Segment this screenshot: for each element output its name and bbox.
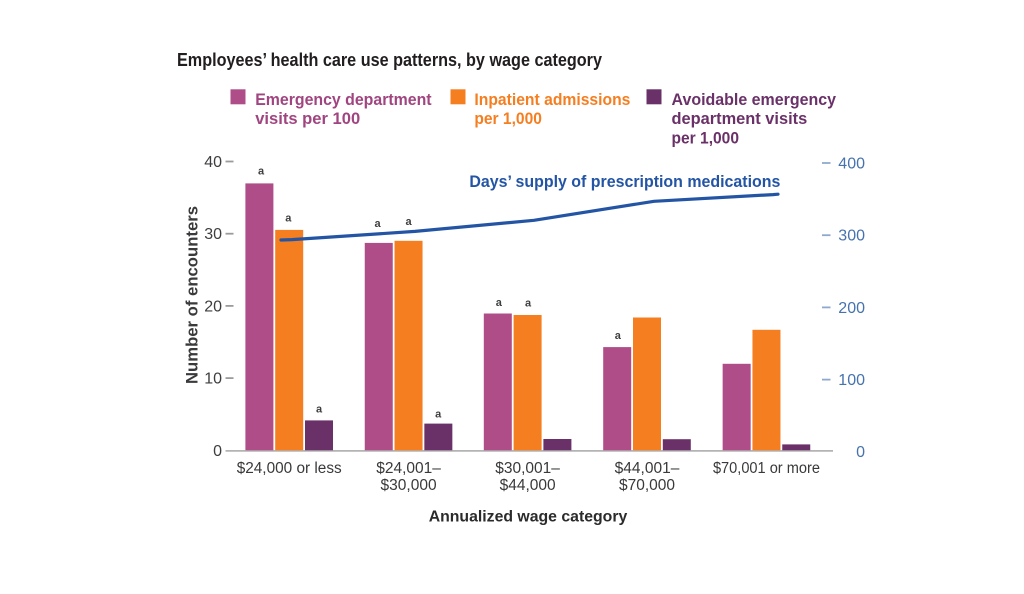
svg-text:20: 20 xyxy=(204,298,222,315)
svg-text:per 1,000: per 1,000 xyxy=(474,109,542,128)
svg-text:a: a xyxy=(316,404,323,416)
svg-text:30: 30 xyxy=(204,226,222,243)
svg-text:$70,000: $70,000 xyxy=(619,477,675,494)
svg-text:Number of encounters: Number of encounters xyxy=(183,206,202,384)
svg-text:Employees’ health care use pat: Employees’ health care use patterns, by … xyxy=(177,50,602,70)
svg-text:40: 40 xyxy=(204,154,222,171)
svg-text:a: a xyxy=(285,212,292,224)
svg-text:a: a xyxy=(615,330,622,342)
svg-text:visits per 100: visits per 100 xyxy=(255,109,360,128)
svg-text:a: a xyxy=(496,297,503,309)
svg-text:Inpatient admissions: Inpatient admissions xyxy=(474,90,630,109)
svg-text:a: a xyxy=(258,166,265,178)
svg-text:Days’ supply of prescription m: Days’ supply of prescription medications xyxy=(469,173,780,191)
svg-text:a: a xyxy=(406,216,413,228)
svg-text:10: 10 xyxy=(204,371,222,388)
svg-text:$24,000 or less: $24,000 or less xyxy=(237,460,342,477)
svg-text:0: 0 xyxy=(213,443,222,460)
svg-text:100: 100 xyxy=(838,372,865,389)
svg-text:a: a xyxy=(374,218,381,230)
svg-text:Annualized wage category: Annualized wage category xyxy=(429,509,628,526)
svg-text:$30,001–: $30,001– xyxy=(495,460,560,477)
svg-text:$44,000: $44,000 xyxy=(500,477,556,494)
svg-text:department visits: department visits xyxy=(672,109,808,128)
svg-text:per 1,000: per 1,000 xyxy=(672,128,740,147)
svg-text:$70,001 or more: $70,001 or more xyxy=(713,460,820,477)
svg-text:200: 200 xyxy=(838,300,865,317)
svg-text:300: 300 xyxy=(838,228,865,245)
svg-text:$24,001–: $24,001– xyxy=(376,460,441,477)
svg-text:400: 400 xyxy=(838,156,865,173)
svg-text:0: 0 xyxy=(856,444,865,461)
svg-text:$30,000: $30,000 xyxy=(381,477,437,494)
svg-text:a: a xyxy=(525,298,532,310)
svg-text:$44,001–: $44,001– xyxy=(615,460,680,477)
svg-text:Avoidable emergency: Avoidable emergency xyxy=(672,90,837,109)
svg-text:a: a xyxy=(435,408,442,420)
svg-text:Emergency department: Emergency department xyxy=(255,90,432,109)
